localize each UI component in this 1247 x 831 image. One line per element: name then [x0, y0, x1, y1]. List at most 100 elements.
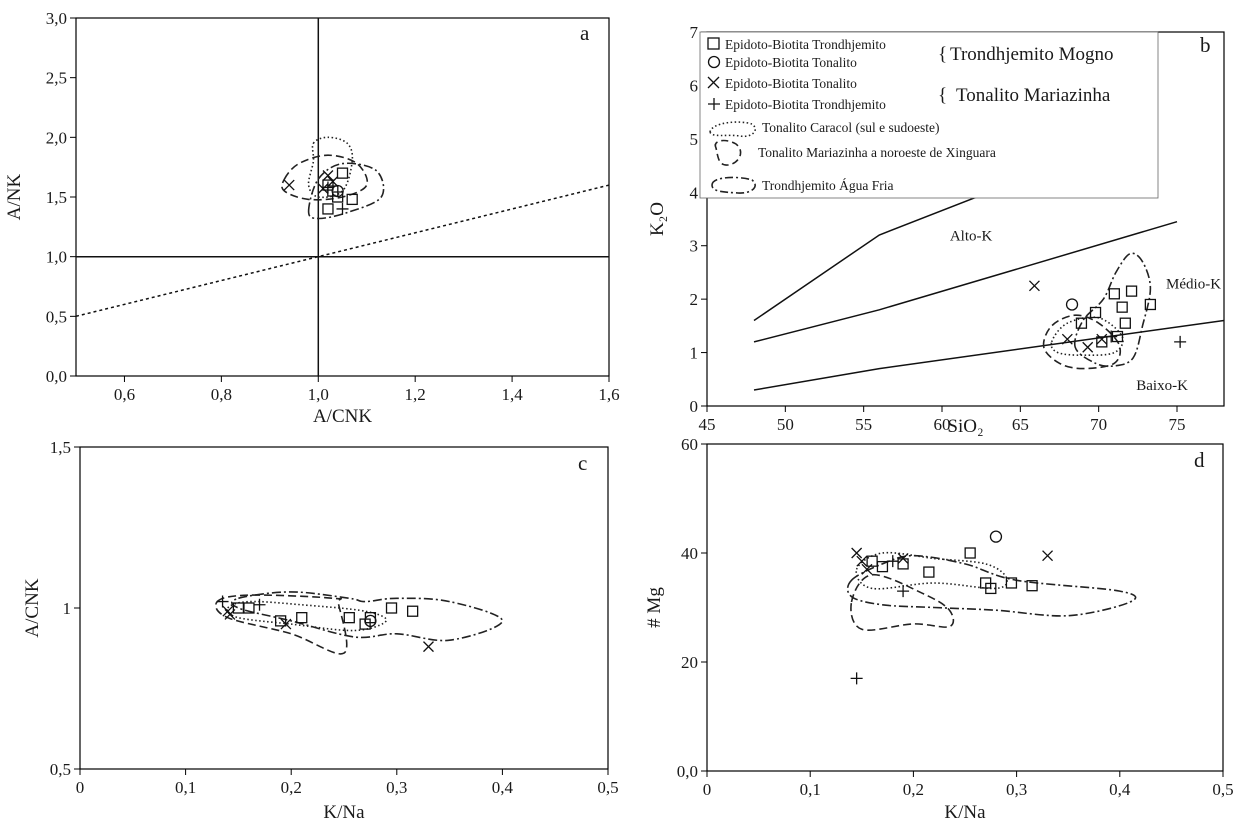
field-dashed: [850, 573, 955, 631]
x-tick-label: 0,6: [114, 385, 135, 404]
x-axis-label: K/Na: [944, 802, 986, 823]
y-tick-label: 4: [690, 183, 699, 202]
y-tick-label: 6: [690, 76, 699, 95]
point-square: [1119, 317, 1131, 329]
field-dashed: [281, 154, 369, 201]
x-tick-label: 70: [1090, 415, 1107, 434]
field-dashdot: [307, 162, 385, 220]
y-axis-label: A/NK: [4, 174, 25, 221]
legend-brace-2: {: [938, 85, 947, 106]
y-tick-label: 2,5: [46, 69, 67, 88]
x-tick-label: 0: [703, 780, 712, 799]
point-x: [317, 183, 329, 195]
x-tick-label: 55: [855, 415, 872, 434]
x-tick-label: 0,2: [903, 780, 924, 799]
x-tick-label: 0,5: [1212, 780, 1233, 799]
plot-frame: [706, 443, 1224, 772]
legend-marker-dashed-field: [714, 139, 742, 166]
point-square: [406, 605, 419, 617]
legend-marker-dotted-field: [709, 121, 756, 138]
point-x: [856, 555, 868, 567]
y-tick-label: 1,0: [46, 248, 67, 267]
x-tick-label: 0,2: [281, 778, 302, 797]
point-circle: [1065, 298, 1079, 311]
y-tick-label: 20: [681, 653, 698, 672]
field-dotted: [1050, 316, 1124, 357]
legend-entry-4: Epidoto-Biotita Trondhjemito: [725, 97, 886, 112]
legend-entry-2: Epidoto-Biotita Tonalito: [725, 55, 857, 70]
point-plus: [336, 202, 349, 215]
y-axis-label: # Mg: [644, 587, 665, 628]
point-square: [897, 558, 909, 570]
panel-a: 0,6 0,8 1,0 1,2 1,4 1,6 0,0 0,5 1,0 1,5 2,0 2,5 3,0 A…: [4, 9, 620, 427]
point-square: [346, 193, 358, 206]
plot-area: [846, 530, 1137, 685]
point-circle: [989, 530, 1003, 543]
field-dashdot: [231, 591, 504, 642]
point-x: [851, 547, 863, 559]
point-x: [280, 618, 292, 630]
point-x: [224, 608, 236, 620]
point-x: [222, 605, 234, 617]
point-square: [343, 612, 355, 624]
legend-group-1: Trondhjemito Mogno: [950, 44, 1113, 65]
x-axis-label: SiO₂: [947, 416, 983, 437]
point-square: [385, 602, 398, 614]
x-tick-label: 1,6: [598, 385, 619, 404]
point-plus: [321, 181, 334, 194]
x-tick-label: 1,4: [501, 385, 523, 404]
point-x: [327, 176, 339, 187]
legend-marker-square: [707, 37, 720, 50]
x-tick-label: 1,2: [405, 385, 426, 404]
legend: Epidoto-Biotita Trondhjemito Epidoto-Bio…: [699, 31, 1159, 199]
y-tick-label: 1,5: [50, 438, 71, 457]
point-square: [923, 566, 935, 578]
y-tick-label: 3: [690, 237, 699, 256]
x-tick-label: 60: [934, 415, 951, 434]
legend-box: [699, 31, 1159, 199]
legend-marker-x: [707, 76, 720, 89]
x-tick-label: 65: [1012, 415, 1029, 434]
point-x: [283, 179, 295, 191]
boundary-line: [753, 220, 1178, 343]
legend-entry-5: Tonalito Caracol (sul e sudoeste): [762, 120, 940, 135]
x-tick-label: 0,4: [1109, 780, 1131, 799]
point-square: [322, 203, 334, 215]
legend-marker-plus: [708, 98, 720, 110]
y-tick-label: 3,0: [46, 9, 67, 28]
point-square: [876, 560, 889, 573]
point-square: [964, 547, 976, 559]
y-tick-label: 2: [690, 290, 699, 309]
point-x: [897, 552, 909, 564]
point-x: [1028, 280, 1040, 292]
point-x: [322, 170, 334, 181]
point-square: [1116, 301, 1128, 313]
x-tick-label: 0,8: [211, 385, 232, 404]
point-plus: [216, 595, 229, 608]
plot-area: [214, 591, 504, 655]
point-square: [1075, 317, 1088, 329]
y-axis-label: A/CNK: [22, 578, 43, 637]
y-tick-label: 60: [681, 435, 698, 454]
y-tick-label: 5: [690, 130, 699, 149]
x-tick-label: 0,4: [492, 778, 514, 797]
panel-label: a: [580, 21, 590, 45]
reference-line: [76, 184, 609, 318]
x-tick-label: 1,0: [308, 385, 329, 404]
y-tick-label: 1,5: [46, 188, 67, 207]
point-square: [1089, 306, 1102, 319]
x-tick-label: 0,1: [800, 780, 821, 799]
x-axis-label: K/Na: [323, 802, 365, 823]
panel-label: d: [1194, 448, 1205, 472]
legend-entry-3: Epidoto-Biotita Tonalito: [725, 76, 857, 91]
y-tick-label: 1: [63, 599, 72, 618]
legend-brace-1: {: [938, 44, 947, 65]
x-tick-label: 0,5: [597, 778, 618, 797]
panel-c: 0 0,1 0,2 0,3 0,4 0,5 0,5 1 1,5 K/Na A/CNK c: [22, 438, 619, 823]
y-tick-label: 0,0: [46, 367, 67, 386]
field-dashdot: [846, 554, 1137, 617]
point-x: [423, 641, 434, 653]
y-axis-label: K₂O: [647, 202, 668, 236]
y-tick-label: 7: [690, 23, 699, 42]
